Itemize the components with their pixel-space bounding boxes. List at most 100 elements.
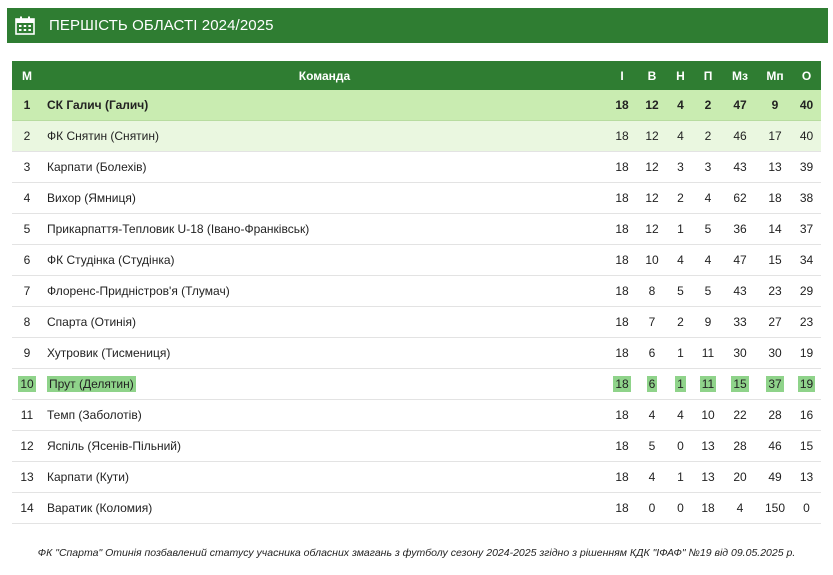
cell-games: 18	[607, 244, 637, 276]
cell-losses-value: 18	[701, 501, 715, 515]
cell-position-value: 5	[23, 222, 31, 236]
cell-goals-for-value: 47	[733, 98, 747, 112]
cell-games: 18	[607, 399, 637, 431]
col-header-wins[interactable]: В	[637, 61, 667, 90]
cell-draws-value: 4	[677, 129, 684, 143]
cell-points-value: 40	[799, 98, 814, 112]
cell-team-value[interactable]: Темп (Заболотів)	[47, 408, 142, 422]
cell-goals-for: 22	[722, 399, 758, 431]
col-header-games[interactable]: І	[607, 61, 637, 90]
page-title: ПЕРШІСТЬ ОБЛАСТІ 2024/2025	[49, 17, 274, 34]
cell-games: 18	[607, 120, 637, 152]
cell-draws: 1	[667, 461, 694, 493]
cell-position-value: 4	[23, 191, 31, 205]
cell-wins: 12	[637, 90, 667, 121]
cell-team-value[interactable]: Прут (Делятин)	[47, 376, 136, 392]
cell-team-value[interactable]: Вихор (Ямниця)	[47, 191, 136, 205]
cell-goals-for: 46	[722, 120, 758, 152]
cell-team-value[interactable]: Яспіль (Ясенів-Пільний)	[47, 439, 181, 453]
cell-team-value[interactable]: ФК Студінка (Студінка)	[47, 253, 175, 267]
cell-team-value[interactable]: СК Галич (Галич)	[47, 98, 149, 112]
cell-team-value[interactable]: ФК Снятин (Снятин)	[47, 129, 160, 143]
cell-team-value[interactable]: Карпати (Болехів)	[47, 160, 147, 174]
cell-losses-value: 5	[704, 284, 712, 298]
cell-position: 13	[12, 461, 42, 493]
cell-goals-against-value: 28	[768, 408, 782, 422]
cell-losses: 3	[694, 151, 722, 183]
cell-goals-for: 4	[722, 492, 758, 524]
cell-wins-value: 12	[645, 129, 659, 143]
cell-wins: 7	[637, 306, 667, 338]
table-row: 9 Хутровик (Тисмениця) 18 6 1 11 30 30 19	[12, 337, 821, 369]
cell-losses: 5	[694, 213, 722, 245]
cell-losses-value: 5	[704, 222, 712, 236]
cell-goals-for-value: 4	[736, 501, 744, 515]
cell-goals-against: 27	[758, 306, 792, 338]
col-header-draws[interactable]: Н	[667, 61, 694, 90]
cell-losses: 10	[694, 399, 722, 431]
cell-position: 1	[12, 90, 42, 121]
cell-team-value[interactable]: Спарта (Отинія)	[47, 315, 136, 329]
cell-goals-for: 30	[722, 337, 758, 369]
col-header-team[interactable]: Команда	[42, 61, 607, 90]
cell-points: 0	[792, 492, 821, 524]
cell-team-value[interactable]: Флоренс-Придністров'я (Тлумач)	[47, 284, 230, 298]
cell-games: 18	[607, 492, 637, 524]
cell-team-value[interactable]: Карпати (Кути)	[47, 470, 129, 484]
cell-goals-against-value: 23	[768, 284, 782, 298]
table-row: 10 Прут (Делятин) 18 6 1 11 15 37 19	[12, 368, 821, 400]
cell-losses-value: 11	[699, 376, 717, 392]
cell-wins-value: 6	[646, 376, 658, 392]
cell-team: Яспіль (Ясенів-Пільний)	[42, 430, 607, 462]
cell-position: 5	[12, 213, 42, 245]
col-header-losses[interactable]: П	[694, 61, 722, 90]
calendar-icon	[15, 16, 35, 35]
cell-position-value: 13	[20, 470, 34, 484]
col-header-points[interactable]: О	[792, 61, 821, 90]
cell-points-value: 19	[797, 376, 816, 392]
cell-draws: 5	[667, 275, 694, 307]
cell-points: 19	[792, 337, 821, 369]
cell-points: 38	[792, 182, 821, 214]
cell-goals-against-value: 13	[768, 160, 782, 174]
cell-wins: 6	[637, 337, 667, 369]
cell-games: 18	[607, 90, 637, 121]
cell-position: 10	[12, 368, 42, 400]
cell-losses-value: 13	[701, 439, 715, 453]
cell-goals-for-value: 62	[733, 191, 747, 205]
col-header-goals-for[interactable]: Мз	[722, 61, 758, 90]
cell-team-value[interactable]: Хутровик (Тисмениця)	[47, 346, 171, 360]
cell-goals-against: 46	[758, 430, 792, 462]
cell-position: 6	[12, 244, 42, 276]
cell-draws-value: 2	[677, 191, 684, 205]
cell-points: 37	[792, 213, 821, 245]
cell-losses-value: 3	[704, 160, 712, 174]
cell-team-value[interactable]: Варатик (Коломия)	[47, 501, 153, 515]
cell-losses: 18	[694, 492, 722, 524]
cell-points: 29	[792, 275, 821, 307]
cell-position-value: 9	[23, 346, 31, 360]
cell-points: 40	[792, 90, 821, 121]
cell-games: 18	[607, 430, 637, 462]
col-header-position[interactable]: М	[12, 61, 42, 90]
cell-wins: 0	[637, 492, 667, 524]
cell-points-value: 23	[799, 315, 814, 329]
cell-goals-against: 15	[758, 244, 792, 276]
cell-goals-against-value: 46	[768, 439, 782, 453]
cell-games-value: 18	[615, 129, 629, 143]
cell-games-value: 18	[613, 376, 631, 392]
cell-points: 19	[792, 368, 821, 400]
cell-team-value[interactable]: Прикарпаття-Тепловик U-18 (Івано-Франків…	[47, 222, 310, 236]
cell-goals-for: 33	[722, 306, 758, 338]
table-row: 1 СК Галич (Галич) 18 12 4 2 47 9 40	[12, 90, 821, 121]
cell-team: Спарта (Отинія)	[42, 306, 607, 338]
cell-games-value: 18	[615, 408, 629, 422]
cell-draws-value: 0	[677, 501, 684, 515]
cell-position: 4	[12, 182, 42, 214]
cell-position: 3	[12, 151, 42, 183]
cell-games-value: 18	[615, 253, 629, 267]
cell-draws: 0	[667, 430, 694, 462]
col-header-goals-against[interactable]: Мп	[758, 61, 792, 90]
cell-goals-for-value: 36	[733, 222, 747, 236]
cell-goals-against: 30	[758, 337, 792, 369]
